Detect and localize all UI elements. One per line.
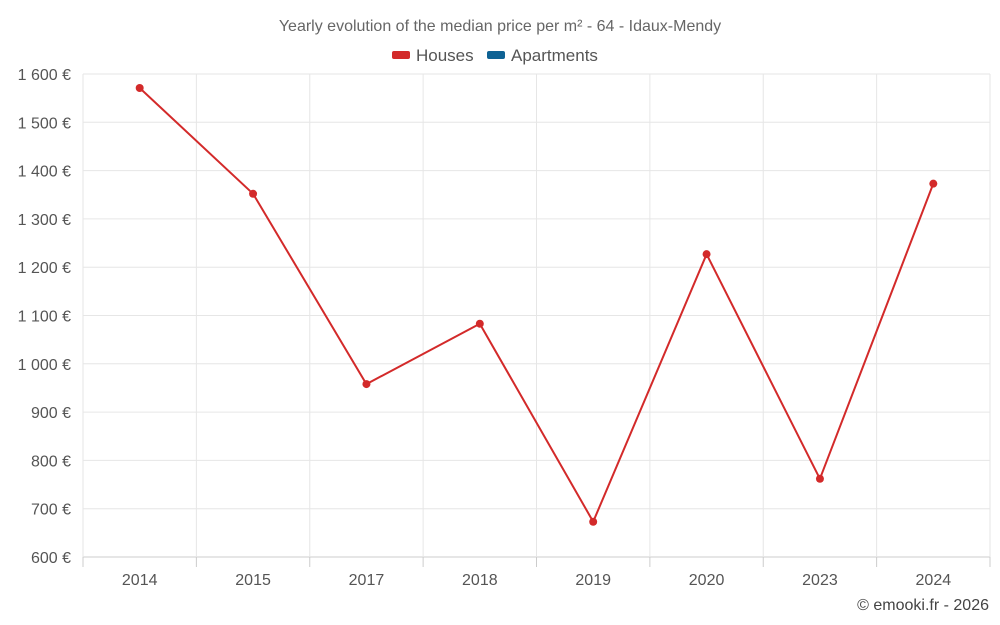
x-tick-label: 2020 bbox=[689, 572, 725, 589]
x-axis-ticks: 2014 2015 2017 2018 2019 2020 2023 2024 bbox=[122, 572, 951, 589]
y-tick-label: 1 300 € bbox=[18, 212, 71, 229]
x-tick-label: 2017 bbox=[349, 572, 385, 589]
credit-text: © emooki.fr - 2026 bbox=[857, 597, 989, 614]
legend-label-houses: Houses bbox=[416, 46, 474, 65]
x-tick-label: 2014 bbox=[122, 572, 158, 589]
chart-title: Yearly evolution of the median price per… bbox=[279, 18, 721, 35]
data-point-houses[interactable] bbox=[135, 84, 144, 93]
series-line-houses bbox=[139, 87, 935, 523]
y-tick-label: 900 € bbox=[31, 405, 71, 422]
y-axis-ticks: 600 € 700 € 800 € 900 € 1 000 € 1 100 € 1 200 … bbox=[18, 67, 71, 567]
legend-swatch-apartments bbox=[487, 51, 505, 59]
x-tick-label: 2015 bbox=[235, 572, 271, 589]
y-tick-label: 1 500 € bbox=[18, 115, 71, 132]
data-point-houses[interactable] bbox=[702, 250, 711, 259]
data-point-houses[interactable] bbox=[815, 474, 824, 483]
data-point-houses[interactable] bbox=[475, 319, 484, 328]
x-tick-label: 2019 bbox=[575, 572, 611, 589]
y-tick-label: 1 000 € bbox=[18, 357, 71, 374]
legend-label-apartments: Apartments bbox=[511, 46, 598, 65]
legend-item-houses[interactable]: Houses bbox=[392, 46, 474, 65]
series-houses bbox=[135, 84, 938, 526]
gridlines bbox=[82, 73, 991, 567]
data-point-houses[interactable] bbox=[589, 517, 598, 526]
y-tick-label: 800 € bbox=[31, 453, 71, 470]
y-tick-label: 1 600 € bbox=[18, 67, 71, 84]
y-tick-label: 600 € bbox=[31, 550, 71, 567]
x-tick-label: 2018 bbox=[462, 572, 498, 589]
y-tick-label: 700 € bbox=[31, 502, 71, 519]
data-point-houses[interactable] bbox=[249, 189, 258, 198]
x-tick-label: 2023 bbox=[802, 572, 838, 589]
y-tick-label: 1 400 € bbox=[18, 164, 71, 181]
y-tick-label: 1 100 € bbox=[18, 309, 71, 326]
legend: Houses Apartments bbox=[392, 46, 598, 65]
data-point-houses[interactable] bbox=[362, 380, 371, 389]
y-tick-label: 1 200 € bbox=[18, 260, 71, 277]
data-point-houses[interactable] bbox=[929, 179, 938, 188]
legend-swatch-houses bbox=[392, 51, 410, 59]
x-tick-label: 2024 bbox=[916, 572, 952, 589]
legend-item-apartments[interactable]: Apartments bbox=[487, 46, 598, 65]
